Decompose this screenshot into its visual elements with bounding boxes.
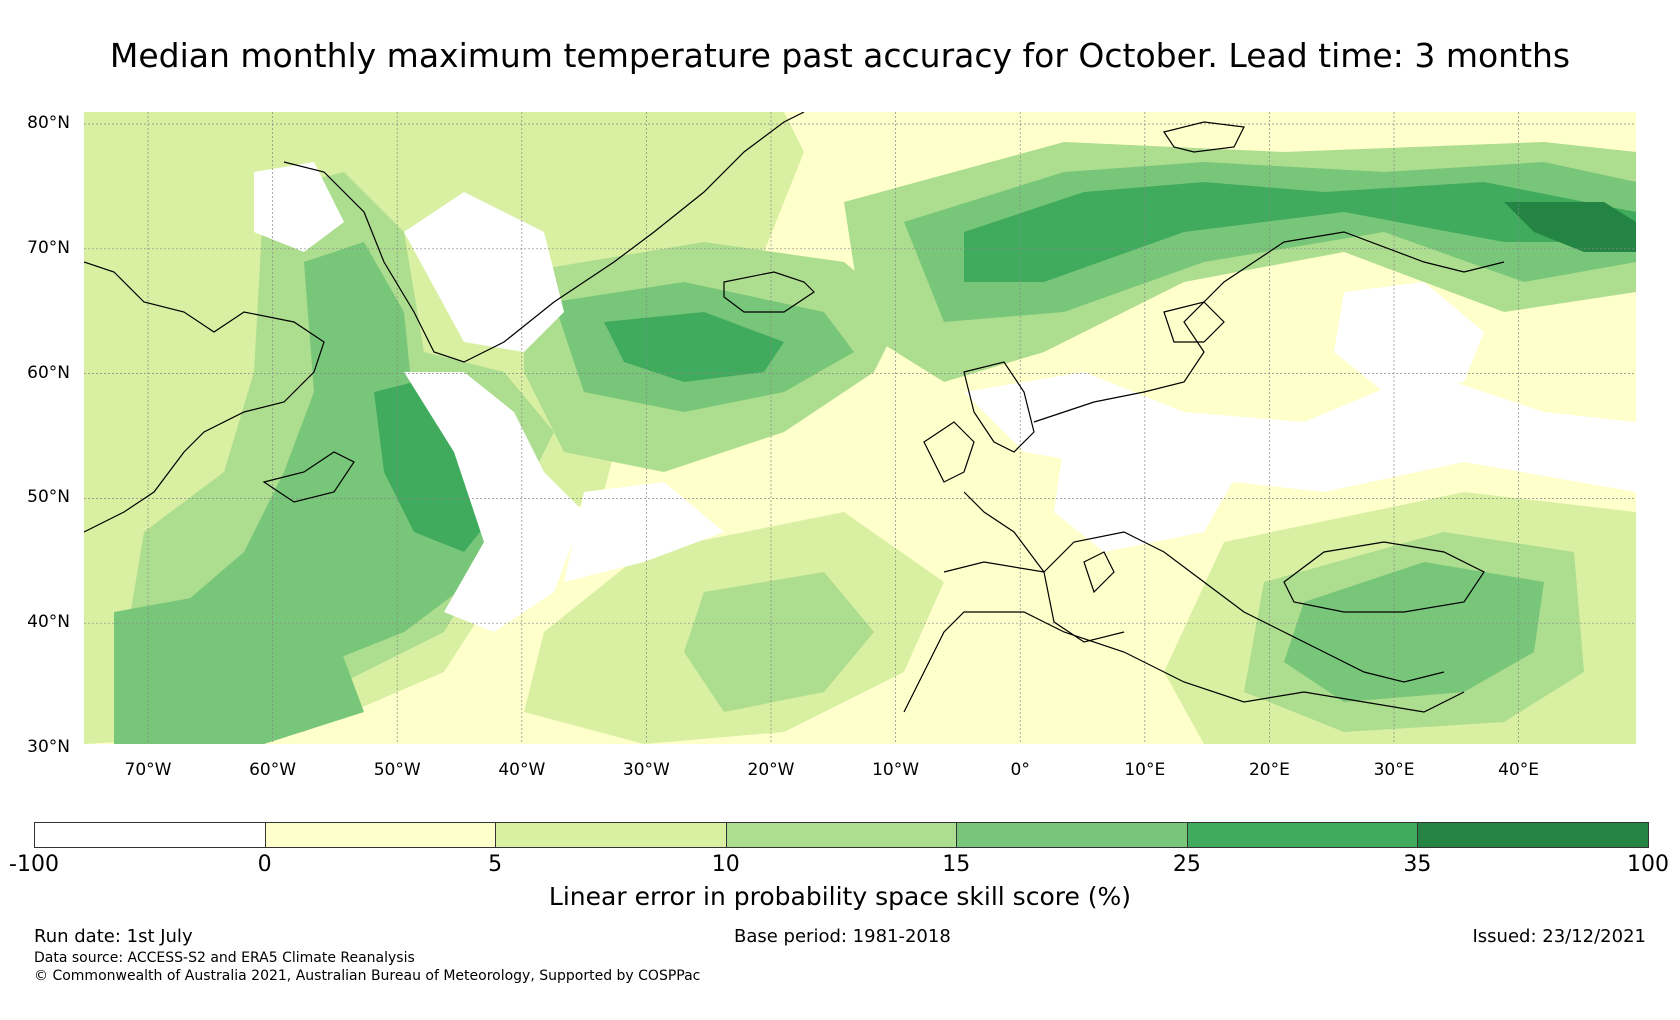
issued-date: Issued: 23/12/2021 [1472, 926, 1646, 947]
longitude-label: 0° [1010, 760, 1030, 780]
longitude-label: 10°E [1124, 760, 1166, 780]
coastlines [84, 112, 1505, 713]
colorbar-segment [1186, 822, 1419, 848]
copyright: © Commonwealth of Australia 2021, Austra… [34, 968, 701, 984]
colorbar-tick-label: 0 [257, 852, 272, 877]
colorbar-tick-label: 10 [711, 852, 740, 877]
longitude-label: 30°E [1373, 760, 1415, 780]
colorbar-tick-label: -100 [9, 852, 59, 877]
longitude-label: 70°W [124, 760, 172, 780]
graticule [84, 112, 1636, 744]
longitude-label: 50°W [373, 760, 421, 780]
latitude-label: 40°N [27, 612, 70, 633]
longitude-label: 20°E [1248, 760, 1290, 780]
latitude-label: 50°N [27, 487, 70, 508]
map-canvas [84, 112, 1636, 744]
colorbar-segment [1417, 822, 1649, 848]
base-period: Base period: 1981-2018 [734, 926, 951, 947]
longitude-label: 20°W [747, 760, 795, 780]
colorbar-segment [264, 822, 497, 848]
colorbar-segment [956, 822, 1188, 848]
colorbar-tick-label: 35 [1403, 852, 1432, 877]
colorbar-title: Linear error in probability space skill … [548, 882, 1132, 911]
longitude-label: 10°W [872, 760, 920, 780]
longitude-label: 30°W [622, 760, 670, 780]
colorbar [34, 822, 1649, 850]
latitude-label: 60°N [27, 362, 70, 383]
colorbar-segment [725, 822, 958, 848]
latitude-label: 30°N [27, 737, 70, 757]
map-title: Median monthly maximum temperature past … [109, 36, 1571, 75]
skill-score-map [84, 112, 1636, 744]
longitude-label: 60°W [249, 760, 297, 780]
skill-field-layer [84, 112, 1636, 744]
latitude-label: 80°N [27, 113, 70, 133]
colorbar-segment [34, 822, 266, 848]
colorbar-tick-label: 100 [1627, 852, 1669, 877]
colorbar-tick-label: 15 [942, 852, 971, 877]
colorbar-segment [495, 822, 727, 848]
colorbar-tick-label: 25 [1172, 852, 1201, 877]
longitude-label: 40°W [498, 760, 546, 780]
data-source: Data source: ACCESS-S2 and ERA5 Climate … [34, 950, 415, 966]
run-date: Run date: 1st July [34, 926, 193, 947]
colorbar-tick-label: 5 [488, 852, 503, 877]
latitude-label: 70°N [27, 237, 70, 258]
longitude-label: 40°E [1498, 760, 1540, 780]
